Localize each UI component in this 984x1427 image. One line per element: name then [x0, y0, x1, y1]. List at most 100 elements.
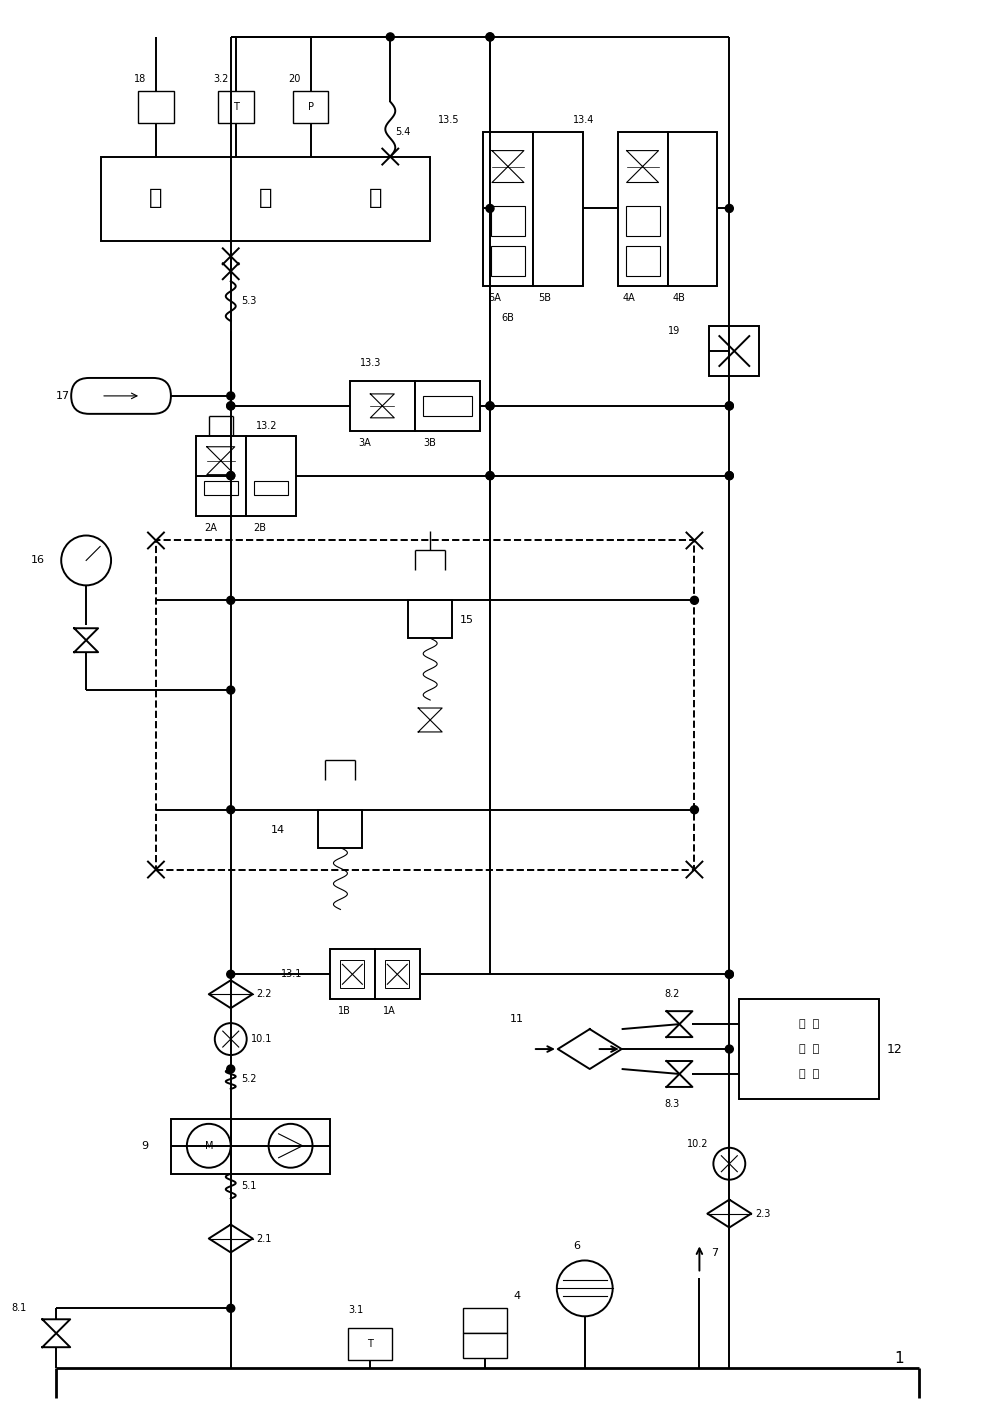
- Bar: [350, 381, 415, 431]
- Text: 6B: 6B: [502, 313, 515, 323]
- Bar: [491, 247, 524, 277]
- Text: 17: 17: [56, 391, 71, 401]
- Text: 13.2: 13.2: [256, 421, 277, 431]
- Bar: [463, 1333, 507, 1359]
- Circle shape: [486, 33, 494, 41]
- Bar: [375, 949, 420, 999]
- Text: 16: 16: [31, 555, 45, 565]
- Bar: [204, 481, 238, 495]
- Text: 6: 6: [573, 1241, 580, 1251]
- Text: 18: 18: [134, 74, 147, 84]
- Text: 13.4: 13.4: [573, 114, 594, 124]
- Text: 13.5: 13.5: [438, 114, 460, 124]
- Bar: [155, 541, 695, 869]
- Circle shape: [226, 1065, 235, 1073]
- Text: 11: 11: [510, 1015, 523, 1025]
- Text: 5.4: 5.4: [396, 127, 410, 137]
- Circle shape: [691, 596, 699, 604]
- Bar: [709, 327, 760, 375]
- Text: 1B: 1B: [338, 1006, 351, 1016]
- Bar: [667, 131, 717, 287]
- Text: 7: 7: [711, 1249, 718, 1259]
- Bar: [739, 999, 879, 1099]
- Text: 2A: 2A: [204, 522, 216, 532]
- Text: 件: 件: [369, 188, 382, 208]
- Text: 5B: 5B: [538, 293, 551, 303]
- Text: 4: 4: [513, 1291, 521, 1301]
- Text: 5.2: 5.2: [241, 1075, 256, 1085]
- Bar: [618, 131, 667, 287]
- Bar: [171, 1119, 331, 1173]
- Bar: [626, 207, 659, 237]
- Text: 3A: 3A: [358, 438, 371, 448]
- Circle shape: [725, 402, 733, 410]
- Circle shape: [226, 970, 235, 979]
- Circle shape: [226, 402, 235, 410]
- Bar: [415, 381, 480, 431]
- Text: 10.2: 10.2: [688, 1139, 708, 1149]
- Circle shape: [226, 596, 235, 604]
- Text: P: P: [308, 101, 314, 111]
- Text: M: M: [205, 1140, 214, 1150]
- Text: T: T: [367, 1339, 373, 1349]
- Bar: [491, 207, 524, 237]
- Bar: [319, 809, 362, 848]
- Text: 15: 15: [461, 615, 474, 625]
- Bar: [138, 91, 174, 123]
- Text: 热  体: 热 体: [799, 1045, 820, 1055]
- Text: 19: 19: [667, 327, 680, 337]
- Text: 2B: 2B: [254, 522, 267, 532]
- Circle shape: [486, 402, 494, 410]
- Text: 5A: 5A: [488, 293, 501, 303]
- Bar: [483, 131, 533, 287]
- Bar: [408, 601, 452, 638]
- Bar: [423, 395, 472, 415]
- Circle shape: [486, 472, 494, 479]
- Text: 4A: 4A: [623, 293, 636, 303]
- Circle shape: [725, 402, 733, 410]
- Circle shape: [486, 402, 494, 410]
- Circle shape: [226, 392, 235, 400]
- Text: 1: 1: [893, 1351, 903, 1366]
- Circle shape: [486, 204, 494, 213]
- Circle shape: [486, 472, 494, 479]
- Text: 8.2: 8.2: [664, 989, 680, 999]
- Circle shape: [725, 472, 733, 479]
- Text: 试: 试: [150, 188, 162, 208]
- Text: 10.1: 10.1: [251, 1035, 272, 1045]
- Circle shape: [226, 686, 235, 694]
- Circle shape: [387, 33, 395, 41]
- Circle shape: [725, 204, 733, 213]
- Circle shape: [691, 806, 699, 813]
- Circle shape: [725, 1045, 733, 1053]
- Bar: [348, 1329, 393, 1360]
- Text: 5.3: 5.3: [241, 297, 256, 307]
- Text: 13.1: 13.1: [280, 969, 302, 979]
- Text: 验: 验: [259, 188, 273, 208]
- Circle shape: [226, 402, 235, 410]
- Text: 12: 12: [887, 1043, 902, 1056]
- Bar: [340, 960, 364, 989]
- Text: 2.3: 2.3: [756, 1209, 770, 1219]
- Text: 8.3: 8.3: [664, 1099, 680, 1109]
- Circle shape: [226, 472, 235, 479]
- Bar: [292, 91, 329, 123]
- Circle shape: [725, 970, 733, 979]
- Text: 2.2: 2.2: [257, 989, 273, 999]
- Bar: [217, 91, 254, 123]
- Text: 油  机: 油 机: [799, 1069, 820, 1079]
- Bar: [101, 157, 430, 241]
- Circle shape: [725, 970, 733, 979]
- Circle shape: [226, 806, 235, 813]
- Circle shape: [226, 1304, 235, 1313]
- Text: 9: 9: [141, 1140, 149, 1150]
- Text: 5.1: 5.1: [241, 1180, 256, 1190]
- Text: 3.1: 3.1: [348, 1306, 364, 1316]
- Text: 20: 20: [288, 74, 301, 84]
- Circle shape: [725, 472, 733, 479]
- Bar: [386, 960, 409, 989]
- Bar: [246, 435, 295, 515]
- Text: 4B: 4B: [672, 293, 686, 303]
- Text: 3.2: 3.2: [214, 74, 229, 84]
- Bar: [463, 1309, 507, 1333]
